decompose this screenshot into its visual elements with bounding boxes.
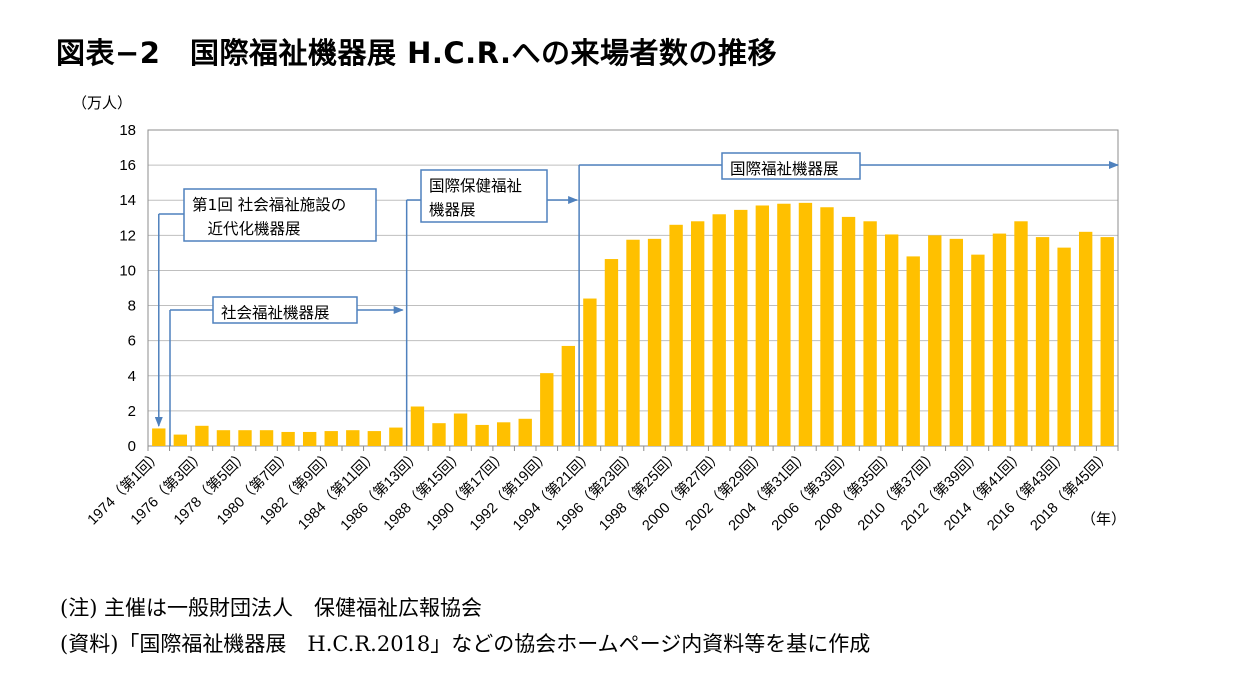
- y-tick-label: 6: [128, 333, 136, 350]
- annotation-first-box: [183, 188, 377, 242]
- bar-2008: [884, 234, 899, 446]
- x-tick-label: 1980（第7回）: [213, 446, 295, 528]
- bar-2007: [863, 221, 877, 446]
- bar-1986: [410, 406, 425, 446]
- bar-2010: [928, 235, 942, 446]
- x-tick-label: 1978（第5回）: [170, 446, 252, 528]
- bar-1999: [690, 221, 705, 446]
- y-tick-label: 4: [128, 368, 136, 385]
- bar-1981: [302, 431, 317, 446]
- annotation-span2-box-text: 機器展: [429, 201, 476, 219]
- bar-2017: [1078, 231, 1093, 446]
- bar-1990: [496, 422, 511, 446]
- x-tick-label: 1974（第1回）: [83, 446, 165, 528]
- x-tick-label: 1976（第3回）: [126, 446, 208, 528]
- bar-2015: [1035, 237, 1050, 446]
- bar-1994: [583, 298, 597, 446]
- bar-2009: [906, 256, 920, 446]
- annotation-span1-box-text: 社会福祉機器展: [221, 304, 330, 322]
- bar-1989: [475, 424, 489, 446]
- y-tick-label: 12: [119, 227, 136, 244]
- bar-1997: [647, 238, 662, 446]
- bar-2018: [1100, 237, 1114, 446]
- y-tick-label: 10: [119, 262, 136, 279]
- bar-1978: [238, 430, 252, 446]
- y-tick-label: 8: [128, 298, 136, 315]
- bar-1992: [540, 373, 554, 446]
- bar-2000: [712, 214, 726, 446]
- bar-2003: [777, 203, 791, 446]
- bar-1977: [216, 430, 231, 446]
- bar-1984: [367, 431, 382, 446]
- note-organizer: (注) 主催は一般財団法人 保健福祉広報協会: [60, 596, 483, 620]
- bar-1975: [173, 434, 188, 446]
- bar-1998: [669, 224, 683, 446]
- bar-2011: [949, 238, 964, 446]
- bar-1987: [432, 423, 446, 446]
- annotation-span1-box: [212, 296, 358, 324]
- bar-1993: [561, 345, 576, 446]
- chart-title: 図表−2 国際福祉機器展 H.C.R.への来場者数の推移: [56, 36, 778, 70]
- bar-2002: [755, 205, 770, 446]
- y-tick-label: 16: [119, 157, 136, 174]
- bar-1988: [453, 413, 468, 446]
- annotation-span2-box: [420, 169, 548, 223]
- bar-1982: [324, 431, 338, 446]
- y-axis-unit-label: （万人）: [72, 94, 133, 112]
- bar-2005: [820, 207, 834, 446]
- bar-2004: [798, 202, 813, 446]
- bar-1996: [626, 239, 640, 446]
- annotation-span3-box: [721, 152, 861, 180]
- bar-1976: [195, 425, 209, 446]
- x-axis-unit-label: （年）: [1081, 511, 1126, 528]
- bar-1979: [259, 430, 274, 446]
- annotation-first-box-text: 第1回 社会福祉施設の: [192, 196, 346, 214]
- y-tick-label: 0: [128, 438, 136, 455]
- annotation-span3-box-text: 国際福祉機器展: [730, 160, 839, 178]
- bar-1995: [604, 259, 619, 446]
- bar-2006: [841, 216, 856, 446]
- annotation-span2-box-text: 国際保健福祉: [429, 177, 522, 195]
- annotation-first-box-text: 近代化機器展: [192, 220, 301, 238]
- bar-1991: [518, 418, 532, 446]
- y-tick-label: 14: [119, 192, 136, 209]
- bar-2012: [971, 254, 985, 446]
- bar-1983: [346, 430, 360, 446]
- y-tick-label: 18: [119, 122, 136, 139]
- y-tick-label: 2: [128, 403, 136, 420]
- bar-1985: [389, 427, 403, 446]
- bar-2001: [734, 209, 748, 446]
- bar-2016: [1057, 247, 1071, 446]
- x-tick-label: 1982（第9回）: [256, 446, 338, 528]
- bar-2013: [992, 233, 1007, 446]
- bar-2014: [1014, 221, 1028, 446]
- note-source: (資料)「国際福祉機器展 H.C.R.2018」などの協会ホームページ内資料等を…: [60, 632, 871, 656]
- bar-1980: [281, 431, 295, 446]
- bar-1974: [152, 428, 166, 446]
